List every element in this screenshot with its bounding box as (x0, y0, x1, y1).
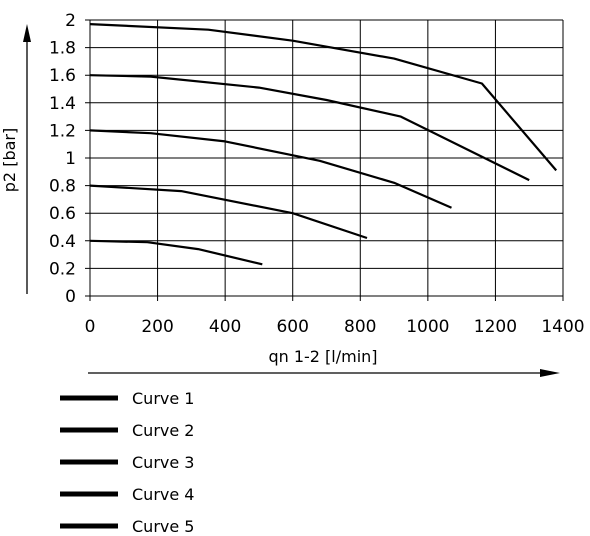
series-line-4 (89, 184, 368, 240)
tick-labels: 0 200 400 600 800 1000 1200 1400 0 0.2 0.4 0.6 0.8 1 1… (49, 11, 585, 337)
x-axis-arrow-head (540, 369, 560, 377)
y-tick-label: 0.2 (49, 259, 76, 279)
y-tick-label: 0.4 (49, 232, 76, 252)
y-tick-label: 1.4 (49, 94, 76, 114)
x-tick-label: 1200 (474, 317, 517, 337)
series-line-3 (89, 129, 452, 209)
legend: Curve 1 Curve 2 Curve 3 Curve 4 Curve 5 (60, 389, 194, 536)
y-tick-label: 2 (65, 11, 76, 31)
y-tick-label: 0.8 (49, 177, 76, 197)
series-line-1 (89, 23, 558, 172)
series-line-5 (89, 239, 263, 266)
y-tick-label: 0 (65, 287, 76, 307)
x-axis-title: qn 1-2 [l/min] (268, 347, 377, 366)
x-tick-label: 800 (344, 317, 376, 337)
series-lines (89, 23, 558, 266)
series-line-2 (89, 74, 530, 182)
x-tick-label: 400 (209, 317, 241, 337)
legend-label: Curve 3 (132, 453, 194, 472)
legend-label: Curve 1 (132, 389, 194, 408)
y-tick-label: 1.8 (49, 39, 76, 59)
y-tick-label: 1.6 (49, 66, 76, 86)
y-tick-label: 1.2 (49, 121, 76, 141)
y-tick-label: 1 (65, 149, 76, 169)
x-tick-label: 200 (141, 317, 173, 337)
legend-label: Curve 2 (132, 421, 194, 440)
y-tick-label: 0.6 (49, 204, 76, 224)
legend-label: Curve 4 (132, 485, 194, 504)
x-tick-label: 0 (85, 317, 96, 337)
legend-label: Curve 5 (132, 517, 194, 536)
x-tick-label: 600 (276, 317, 308, 337)
x-tick-label: 1400 (541, 317, 584, 337)
x-tick-label: 1000 (406, 317, 449, 337)
y-axis-arrow-head (23, 24, 31, 42)
y-axis-title: p2 [bar] (0, 128, 19, 192)
